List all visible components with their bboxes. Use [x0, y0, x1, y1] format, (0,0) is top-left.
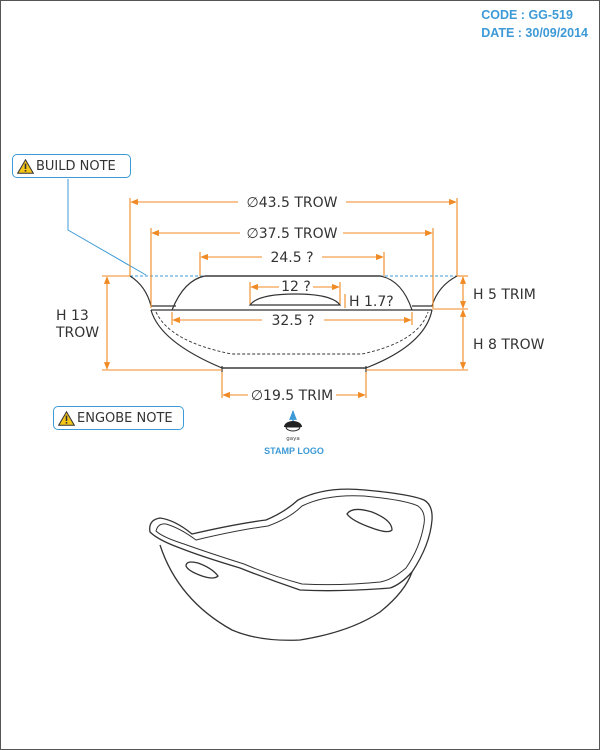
engobe-note-button[interactable]: ENGOBE NOTE	[53, 406, 184, 430]
bowl-perspective-view	[149, 488, 433, 641]
title-block: CODE : GG-519 DATE : 30/09/2014	[481, 6, 588, 42]
dim-bottom-width: 32.5 ?	[271, 313, 314, 329]
engobe-note-label: ENGOBE NOTE	[77, 410, 173, 426]
dim-rim-height: H 5 TRIM	[473, 287, 536, 303]
stamp-logo-label: STAMP LOGO	[264, 446, 324, 456]
dim-slot-width: 12 ?	[281, 279, 311, 295]
date-label: DATE : 30/09/2014	[481, 26, 588, 40]
build-note-label: BUILD NOTE	[36, 158, 116, 174]
stamp-logo-icon	[284, 410, 302, 432]
build-note-button[interactable]: BUILD NOTE	[12, 154, 131, 178]
dim-outer-diameter: ∅43.5 TROW	[247, 195, 338, 211]
code-label: CODE : GG-519	[481, 8, 573, 22]
dim-foot-diameter: ∅19.5 TRIM	[251, 388, 333, 404]
dim-inner-diameter: ∅37.5 TROW	[247, 226, 338, 242]
stamp-logo-text: gaya	[286, 436, 300, 442]
warning-icon	[17, 158, 34, 174]
dim-total-height: H 13	[56, 308, 89, 324]
dimension-lines	[102, 198, 468, 399]
dim-body-height: H 8 TROW	[473, 337, 545, 353]
dim-total-height-unit: TROW	[55, 325, 99, 341]
dim-top-width: 24.5 ?	[270, 250, 313, 266]
bowl-section-view	[129, 275, 458, 372]
warning-icon	[58, 410, 75, 426]
build-note-leader	[67, 179, 147, 276]
dim-slot-height: H 1.7?	[349, 294, 394, 310]
